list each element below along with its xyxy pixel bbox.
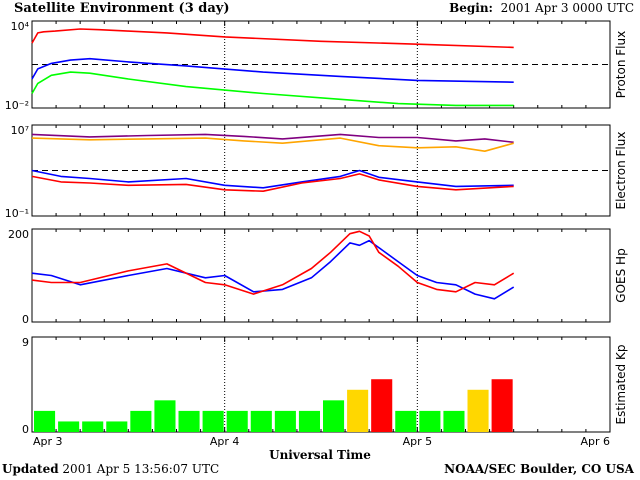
kp-bar [178, 410, 200, 432]
kp-bar [371, 379, 393, 432]
panel-2 [31, 124, 611, 217]
kp-bar [154, 400, 176, 432]
y-tick-label: 200 [8, 228, 29, 241]
x-tick-label: Apr 3 [33, 435, 63, 448]
y-axis-label: Proton Flux [614, 31, 628, 98]
series-line-purple [31, 133, 514, 144]
series-line-blue [31, 57, 514, 83]
kp-bar [491, 379, 513, 432]
y-axis-label: GOES Hp [614, 248, 628, 302]
series-line-blue [31, 239, 515, 300]
begin-label: Begin: [449, 1, 493, 15]
y-axis-label: Electron Flux [614, 132, 628, 210]
kp-bar [347, 389, 369, 432]
y-axis-label: Estimated Kp [614, 345, 628, 425]
updated-label: Updated [2, 462, 59, 476]
kp-bar [467, 389, 489, 432]
y-tick-label: 9 [22, 336, 29, 349]
y-tick-label: 10⁻¹ [5, 207, 29, 220]
y-tick-label: 10⁴ [11, 20, 30, 33]
kp-bar [130, 410, 152, 432]
panel-3 [31, 228, 611, 323]
kp-bar [106, 421, 128, 432]
chart-title: Satellite Environment (3 day) [14, 1, 230, 16]
x-tick-label: Apr 5 [403, 435, 433, 448]
series-line-red [31, 28, 514, 49]
y-tick-label: 0 [22, 423, 29, 436]
updated-footer: Updated 2001 Apr 5 13:56:07 UTC [2, 462, 219, 476]
kp-bar [226, 410, 248, 432]
credit-footer: NOAA/SEC Boulder, CO USA [444, 462, 634, 476]
kp-bar [419, 410, 441, 432]
series-line-blue [31, 169, 514, 189]
kp-bar [82, 421, 104, 432]
panel-frame [31, 228, 611, 323]
series-line-red [31, 230, 515, 295]
kp-bar [395, 410, 417, 432]
kp-bar [323, 400, 345, 432]
panel-4 [31, 336, 611, 433]
x-axis-label: Universal Time [269, 448, 371, 462]
begin-time: Begin: 2001 Apr 3 0000 UTC [449, 1, 634, 15]
kp-bar [34, 410, 56, 432]
y-tick-label: 0 [22, 313, 29, 326]
kp-bar [250, 410, 272, 432]
y-tick-label: 10⁻² [5, 99, 29, 112]
kp-bar [58, 421, 80, 432]
panel-1 [31, 20, 611, 109]
kp-bar [298, 410, 320, 432]
x-tick-label: Apr 6 [580, 435, 610, 448]
series-line-orange [31, 137, 514, 152]
y-tick-label: 10⁷ [11, 124, 29, 137]
kp-bar [202, 410, 224, 432]
kp-bar [443, 410, 465, 432]
x-tick-label: Apr 4 [210, 435, 240, 448]
series-line-green [31, 71, 514, 107]
begin-value: 2001 Apr 3 0000 UTC [500, 1, 634, 15]
panel-frame [31, 336, 611, 433]
kp-bar [274, 410, 296, 432]
updated-value: 2001 Apr 5 13:56:07 UTC [62, 462, 220, 476]
series-line-red [31, 173, 514, 192]
